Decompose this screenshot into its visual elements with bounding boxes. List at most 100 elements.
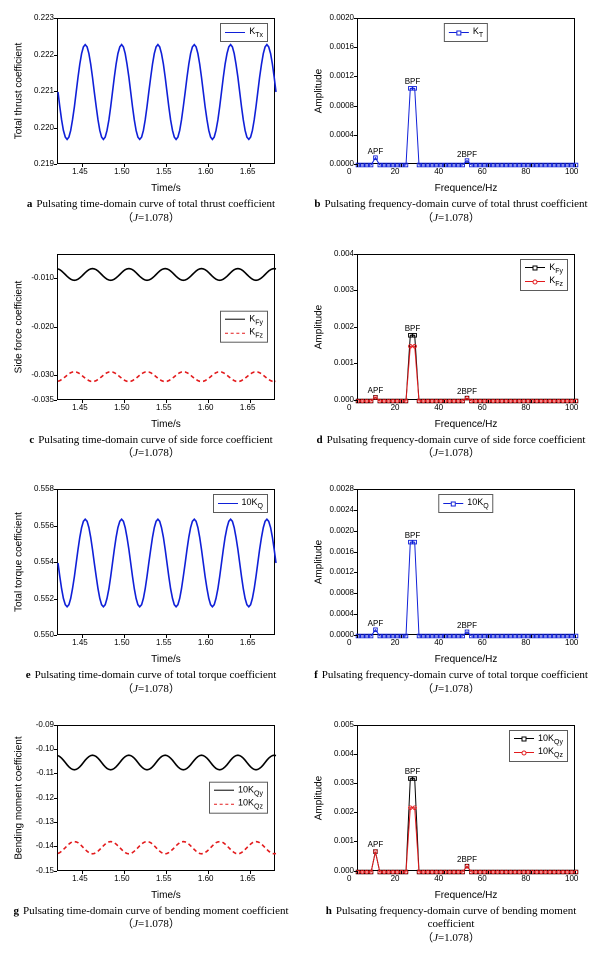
ytick-mark xyxy=(354,783,357,784)
xtick-mark xyxy=(82,164,83,167)
ytick: 0.558 xyxy=(34,484,54,493)
xtick-mark xyxy=(357,871,358,874)
ytick: -0.11 xyxy=(36,768,54,777)
xlabel: Frequence/Hz xyxy=(435,419,498,430)
xlabel: Time/s xyxy=(151,890,181,901)
ytick-mark xyxy=(354,552,357,553)
xtick: 20 xyxy=(391,403,400,412)
legend-label: 10KQy xyxy=(238,784,263,797)
xtick-mark xyxy=(82,871,83,874)
xtick-mark xyxy=(208,635,209,638)
ylabel: Bending moment coefficient xyxy=(14,736,25,859)
xtick-mark xyxy=(488,164,489,167)
xtick: 1.45 xyxy=(72,638,88,647)
xtick-mark xyxy=(531,635,532,638)
ytick: 0.001 xyxy=(334,358,354,367)
ytick-mark xyxy=(354,135,357,136)
ytick-mark xyxy=(354,254,357,255)
plot-area: 10KQ xyxy=(57,489,275,635)
xtick: 0 xyxy=(347,167,351,176)
ytick: 0.556 xyxy=(34,521,54,530)
legend-label: KFy xyxy=(549,262,563,275)
peak-label: BPF xyxy=(405,767,421,776)
xlabel: Time/s xyxy=(151,183,181,194)
ytick-mark xyxy=(354,47,357,48)
ylabel: Amplitude xyxy=(314,775,325,819)
xtick: 1.60 xyxy=(198,167,214,176)
ytick: 0.223 xyxy=(34,13,54,22)
legend: KTx xyxy=(220,23,268,42)
peak-label: APF xyxy=(368,619,384,628)
xtick-mark xyxy=(575,871,576,874)
xtick-mark xyxy=(208,400,209,403)
legend-swatch xyxy=(218,503,238,504)
caption-e: ePulsating time-domain curve of total to… xyxy=(26,669,277,697)
ytick: 0.004 xyxy=(334,249,354,258)
ytick: 0.0012 xyxy=(330,71,354,80)
caption-a: aPulsating time-domain curve of total th… xyxy=(27,198,275,226)
ytick: 0.0020 xyxy=(330,13,354,22)
xtick-mark xyxy=(444,871,445,874)
xtick: 1.65 xyxy=(240,403,256,412)
caption-d: dPulsating frequency-domain curve of sid… xyxy=(317,434,586,462)
ytick-mark xyxy=(54,526,57,527)
ytick-mark xyxy=(54,635,57,636)
legend-item: 10KQ xyxy=(218,497,263,510)
legend: 10KQy10KQz xyxy=(209,781,268,814)
ytick-mark xyxy=(54,798,57,799)
ytick-mark xyxy=(354,754,357,755)
ytick: 0.001 xyxy=(334,836,354,845)
xtick: 1.60 xyxy=(198,874,214,883)
ytick-mark xyxy=(354,363,357,364)
xlabel: Frequence/Hz xyxy=(435,890,498,901)
ytick: 0.002 xyxy=(334,322,354,331)
legend-marker xyxy=(451,501,456,506)
ytick: 0.004 xyxy=(334,749,354,758)
ytick-mark xyxy=(54,489,57,490)
ytick: -0.035 xyxy=(31,395,54,404)
legend: KFyKFz xyxy=(220,310,268,343)
xtick-mark xyxy=(208,164,209,167)
ytick-mark xyxy=(354,614,357,615)
chart-d: APFBPF2BPFKFyKFz0.0000.0010.0020.0030.00… xyxy=(311,244,591,430)
legend-marker xyxy=(533,280,538,285)
caption-b: bPulsating frequency-domain curve of tot… xyxy=(314,198,587,226)
legend-swatch xyxy=(225,32,245,33)
xtick-mark xyxy=(444,635,445,638)
xtick-mark xyxy=(444,400,445,403)
xtick: 1.55 xyxy=(156,403,172,412)
xtick-mark xyxy=(401,635,402,638)
ytick-mark xyxy=(354,593,357,594)
plot-area: APFBPF2BPFKT xyxy=(357,18,575,164)
ytick: 0.552 xyxy=(34,594,54,603)
xtick: 1.50 xyxy=(114,638,130,647)
legend-item: KTx xyxy=(225,26,263,39)
xtick-mark xyxy=(250,635,251,638)
xtick: 60 xyxy=(478,638,487,647)
legend-marker xyxy=(522,737,527,742)
ytick-mark xyxy=(54,725,57,726)
chart-f: APFBPF2BPF10KQ0.00000.00040.00080.00120.… xyxy=(311,479,591,665)
caption-c: cPulsating time-domain curve of side for… xyxy=(29,434,272,462)
panel-f: APFBPF2BPF10KQ0.00000.00040.00080.00120.… xyxy=(304,479,598,697)
caption-g: gPulsating time-domain curve of bending … xyxy=(13,905,288,933)
ytick-mark xyxy=(354,76,357,77)
xtick: 40 xyxy=(434,638,443,647)
ytick: 0.0020 xyxy=(330,526,354,535)
ylabel: Total torque coefficient xyxy=(14,512,25,612)
xtick-mark xyxy=(488,635,489,638)
legend-item: KFz xyxy=(525,275,563,288)
xtick-mark xyxy=(531,400,532,403)
xtick: 1.50 xyxy=(114,874,130,883)
ytick-mark xyxy=(54,55,57,56)
caption-text: Pulsating time-domain curve of total thr… xyxy=(36,198,275,210)
ytick-mark xyxy=(54,327,57,328)
xtick-mark xyxy=(124,400,125,403)
chart-c: KFyKFz-0.035-0.030-0.020-0.0101.451.501.… xyxy=(11,244,291,430)
xtick-mark xyxy=(401,871,402,874)
xtick: 0 xyxy=(347,403,351,412)
ytick: 0.005 xyxy=(334,720,354,729)
xlabel: Time/s xyxy=(151,419,181,430)
legend-item: KT xyxy=(449,26,483,39)
ytick: 0.003 xyxy=(334,285,354,294)
